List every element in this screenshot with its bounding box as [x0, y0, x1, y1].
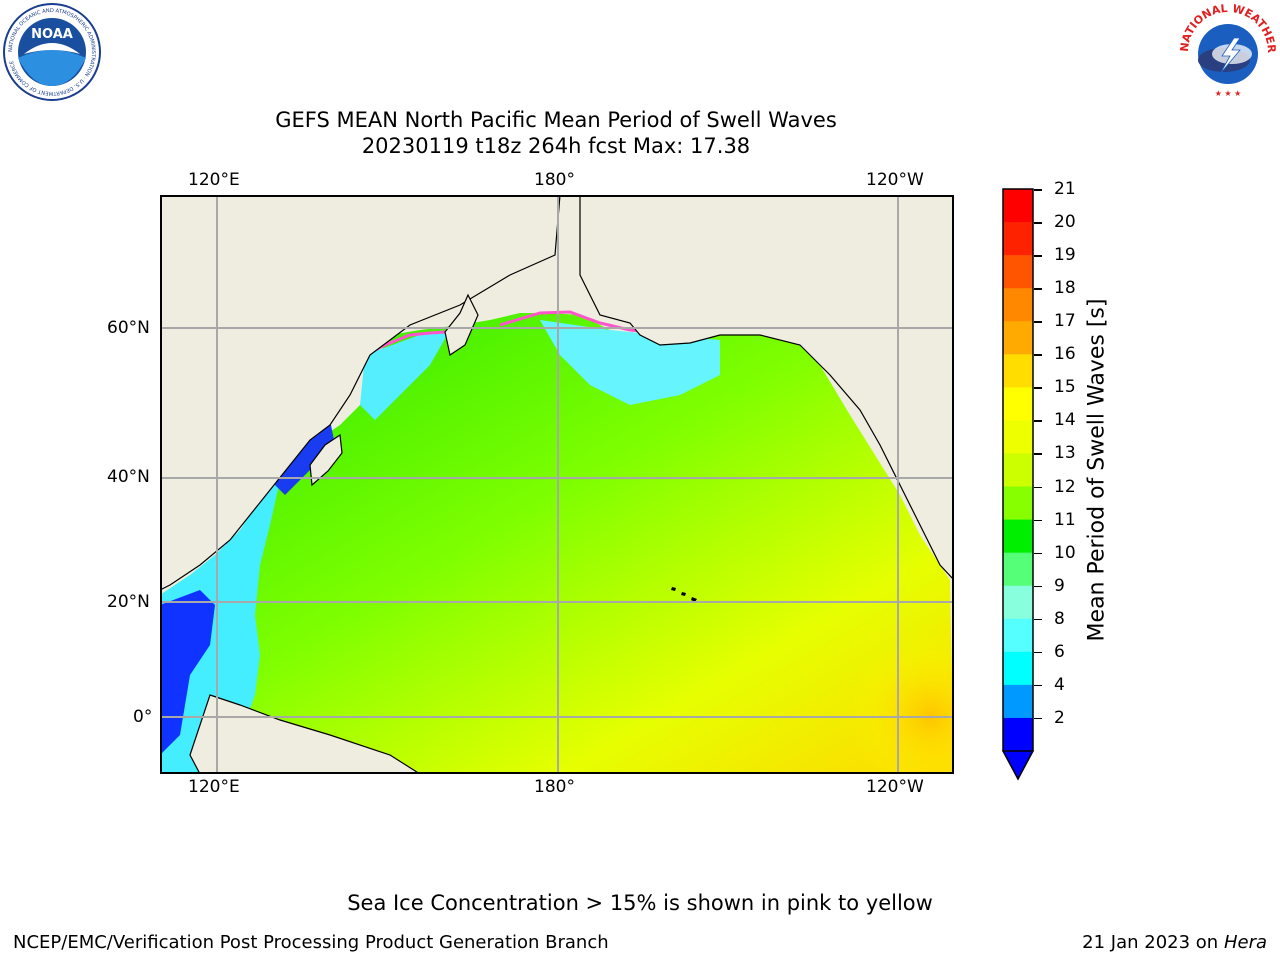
- okhotsk-cyan: [360, 330, 450, 420]
- southeast-warm-patch: [720, 545, 954, 774]
- map-frame: [160, 195, 954, 774]
- footer-date-text: 21 Jan 2023 on: [1082, 932, 1224, 953]
- colorbar-tick-label: 16: [1054, 344, 1076, 365]
- map-panel: [159, 194, 955, 775]
- colorbar-segment: [1003, 552, 1033, 587]
- colorbar-tick-mark: [1034, 321, 1042, 323]
- colorbar-tick-mark: [1034, 189, 1042, 191]
- lon-label-top-1: 120°E: [188, 170, 240, 190]
- colorbar-tick-mark: [1034, 354, 1042, 356]
- philippines-indonesia: [189, 694, 423, 775]
- lat-label-40n: 40°N: [107, 467, 150, 487]
- colorbar-tick-label: 4: [1054, 674, 1065, 695]
- colorbar-segment: [1003, 420, 1033, 454]
- chart-title-line1: GEFS MEAN North Pacific Mean Period of S…: [275, 108, 837, 132]
- footer-credit: NCEP/EMC/Verification Post Processing Pr…: [13, 932, 609, 953]
- kamchatka: [444, 293, 479, 356]
- colorbar-segment: [1003, 618, 1033, 653]
- colorbar-tick-label: 20: [1054, 212, 1076, 233]
- colorbar-tick-label: 21: [1054, 179, 1076, 199]
- colorbar-segment: [1003, 717, 1033, 752]
- colorbar-segment: [1003, 288, 1033, 322]
- colorbar-segment: [1003, 189, 1033, 223]
- colorbar-frame: [1002, 188, 1034, 751]
- colorbar-tick-label: 12: [1054, 476, 1076, 497]
- colorbar-segment: [1003, 321, 1033, 355]
- lon-label-bottom-1: 120°E: [188, 777, 240, 797]
- lat-label-20n: 20°N: [107, 592, 150, 612]
- asia-landmass: [159, 194, 561, 591]
- sea-ice-note: Sea Ice Concentration > 15% is shown in …: [347, 891, 933, 915]
- chart-title-line2: 20230119 t18z 264h fcst Max: 17.38: [361, 134, 751, 158]
- colorbar-tick-label: 6: [1054, 641, 1065, 662]
- lon-label-top-2: 180°: [534, 170, 575, 190]
- colorbar-segment: [1003, 255, 1033, 289]
- colorbar-segment: [1003, 684, 1033, 719]
- colorbar-tick-mark: [1034, 486, 1042, 489]
- colorbar-tick-mark: [1034, 585, 1042, 588]
- colorbar-tick-label: 8: [1054, 608, 1065, 629]
- colorbar-segment: [1003, 453, 1033, 488]
- colorbar-tick-mark: [1034, 684, 1042, 687]
- western-blue-band: [160, 590, 215, 755]
- colorbar-tick-label: 10: [1054, 542, 1076, 563]
- colorbar-tick-mark: [1034, 255, 1042, 257]
- colorbar-tick-mark: [1034, 618, 1042, 621]
- colorbar-tick-mark: [1034, 651, 1042, 654]
- footer-host: Hera: [1223, 932, 1267, 953]
- colorbar-tick-mark: [1034, 288, 1042, 290]
- lat-label-60n: 60°N: [107, 318, 150, 338]
- colorbar-tick-label: 19: [1054, 245, 1076, 266]
- nws-logo: NATIONAL WEATHER SERVICE ★ ★ ★: [1174, 0, 1278, 102]
- colorbar: [1001, 188, 1035, 783]
- colorbar-svg: [1001, 188, 1035, 781]
- colorbar-tick-label: 14: [1054, 410, 1076, 431]
- colorbar-segment: [1003, 651, 1033, 686]
- colorbar-tick-mark: [1034, 519, 1042, 522]
- colorbar-tick-label: 15: [1054, 377, 1076, 398]
- colorbar-segment: [1003, 354, 1033, 388]
- colorbar-segment: [1003, 519, 1033, 554]
- alaska: [579, 194, 955, 582]
- colorbar-segment: [1003, 222, 1033, 256]
- japan-islands: [309, 433, 343, 487]
- svg-text:NOAA: NOAA: [31, 27, 73, 42]
- lon-label-bottom-2: 180°: [534, 777, 575, 797]
- lat-label-0: 0°: [133, 707, 153, 727]
- colorbar-label: Mean Period of Swell Waves [s]: [1084, 298, 1110, 642]
- colorbar-extend-arrow: [1001, 750, 1035, 781]
- hawaii-islands: [671, 587, 697, 602]
- colorbar-tick-mark: [1034, 222, 1042, 224]
- map-svg: [159, 194, 955, 775]
- colorbar-tick-label: 18: [1054, 278, 1076, 299]
- lon-label-top-3: 120°W: [866, 170, 924, 190]
- noaa-logo: NOAA NATIONAL OCEANIC AND ATMOSPHERIC AD…: [2, 2, 102, 102]
- colorbar-segment: [1003, 387, 1033, 421]
- sea-of-japan: [270, 420, 335, 495]
- colorbar-tick-mark: [1034, 420, 1042, 422]
- lon-label-bottom-3: 120°W: [866, 777, 924, 797]
- colorbar-tick-mark: [1034, 453, 1042, 455]
- colorbar-segment: [1003, 585, 1033, 620]
- svg-text:★ ★ ★: ★ ★ ★: [1215, 89, 1242, 98]
- colorbar-tick-label: 13: [1054, 443, 1076, 464]
- colorbar-tick-mark: [1034, 552, 1042, 555]
- western-cyan-band: [160, 480, 280, 774]
- colorbar-tick-label: 2: [1054, 707, 1065, 728]
- colorbar-tick-label: 11: [1054, 509, 1076, 530]
- colorbar-tick-mark: [1034, 717, 1042, 720]
- graticule: [160, 195, 954, 774]
- colorbar-tick-label: 17: [1054, 311, 1076, 332]
- colorbar-tick-mark: [1034, 387, 1042, 389]
- colorbar-segment: [1003, 486, 1033, 521]
- colorbar-tick-label: 9: [1054, 575, 1065, 596]
- footer-date: 21 Jan 2023 on Hera: [1082, 932, 1267, 953]
